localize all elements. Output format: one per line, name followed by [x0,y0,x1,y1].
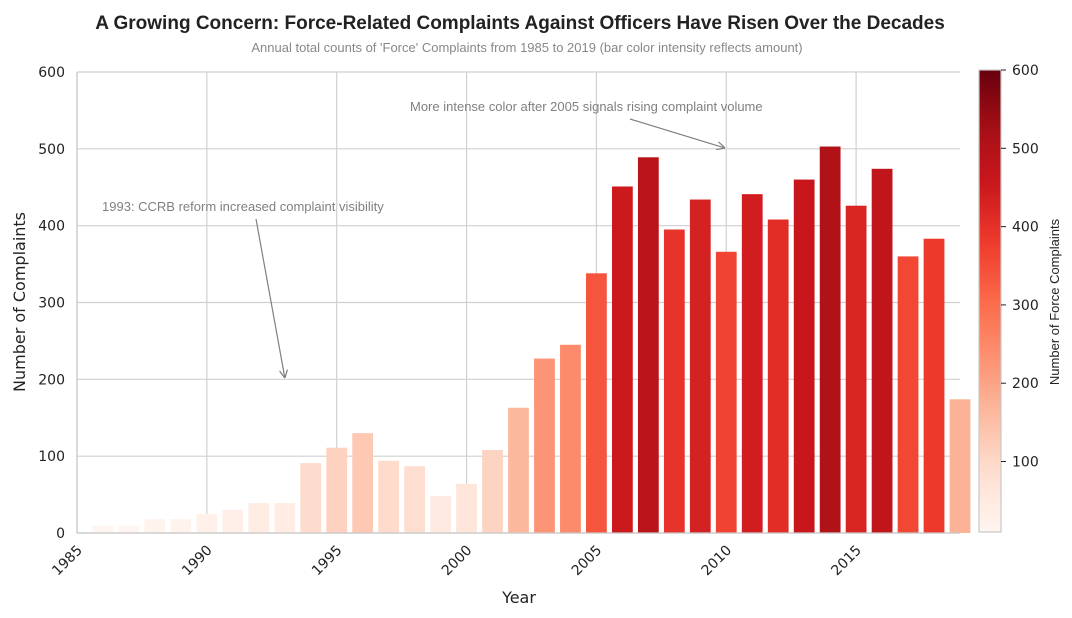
tick-labels: 0 100 200 300 400 500 600 1985 1990 1995 2000 2005 2… [38,65,865,579]
y-tick-label: 500 [38,142,65,158]
colorbar: 100 200 300 400 500 600 Number of Force Compla… [978,63,1062,533]
bar-1993 [274,503,296,533]
x-tick-label: 2010 [699,543,736,580]
y-tick-label: 600 [38,65,65,81]
bar-2001 [482,450,503,533]
bar-2002 [508,407,529,533]
bar-1991 [222,509,244,533]
y-tick-label: 100 [38,449,65,465]
bar-2012 [767,219,789,533]
y-tick-label: 300 [38,296,65,312]
x-tick-label: 1985 [49,543,86,580]
bar-1994 [300,463,322,533]
bars [92,146,971,534]
bar-1989 [170,519,192,533]
bar-2007 [637,157,659,533]
y-tick-label: 0 [56,526,65,542]
annotations: 1993: CCRB reform increased complaint vi… [102,99,763,377]
bar-2006 [611,186,633,533]
colorbar-tick-label: 200 [1012,376,1039,392]
bar-2013 [793,179,815,534]
y-axis-label: Number of Complaints [10,212,29,392]
bar-2016 [871,168,893,533]
bar-2010 [715,251,737,534]
bar-1990 [196,513,218,533]
bar-1986 [92,525,114,533]
x-tick-label: 1990 [179,543,216,580]
colorbar-tick-label: 500 [1012,141,1039,157]
colorbar-tick-label: 100 [1012,455,1039,471]
x-axis-label: Year [501,588,536,607]
x-tick-label: 2015 [828,543,865,580]
annotation-color-arrow [629,118,724,148]
bar-1997 [378,460,400,533]
bar-1987 [118,525,140,533]
bar-2018 [923,238,945,533]
bar-1995 [326,447,348,533]
bar-1998 [404,466,426,533]
bar-2005 [586,273,607,533]
bar-1988 [144,519,166,533]
annotation-ccrb-reform: 1993: CCRB reform increased complaint vi… [102,199,384,214]
bar-2017 [897,256,919,533]
bar-1996 [352,433,374,533]
bar-2000 [456,483,477,533]
bar-2003 [534,358,555,533]
colorbar-tick-label: 400 [1012,220,1039,236]
annotation-color-intensity: More intense color after 2005 signals ri… [410,99,763,114]
annotation-ccrb-arrow [255,218,285,377]
colorbar-tick-label: 300 [1012,298,1039,314]
x-tick-label: 2000 [439,543,476,580]
x-tick-label: 1995 [309,543,346,580]
bar-2019 [949,399,971,533]
colorbar-gradient [978,69,1002,533]
bar-1992 [248,503,270,533]
colorbar-label: Number of Force Complaints [1047,218,1062,385]
y-tick-label: 400 [38,219,65,235]
bar-2011 [741,194,763,534]
x-tick-label: 2005 [569,543,606,580]
bar-2008 [663,229,685,533]
bar-2015 [845,205,867,533]
chart-subtitle: Annual total counts of 'Force' Complaint… [251,40,802,55]
axes [76,72,960,534]
bar-2004 [560,344,581,533]
bar-2014 [819,146,841,534]
bar-1999 [430,496,451,533]
colorbar-tick-label: 600 [1012,63,1039,79]
chart-title: A Growing Concern: Force-Related Complai… [95,13,945,34]
y-tick-label: 200 [38,372,65,388]
bar-2009 [689,199,711,533]
